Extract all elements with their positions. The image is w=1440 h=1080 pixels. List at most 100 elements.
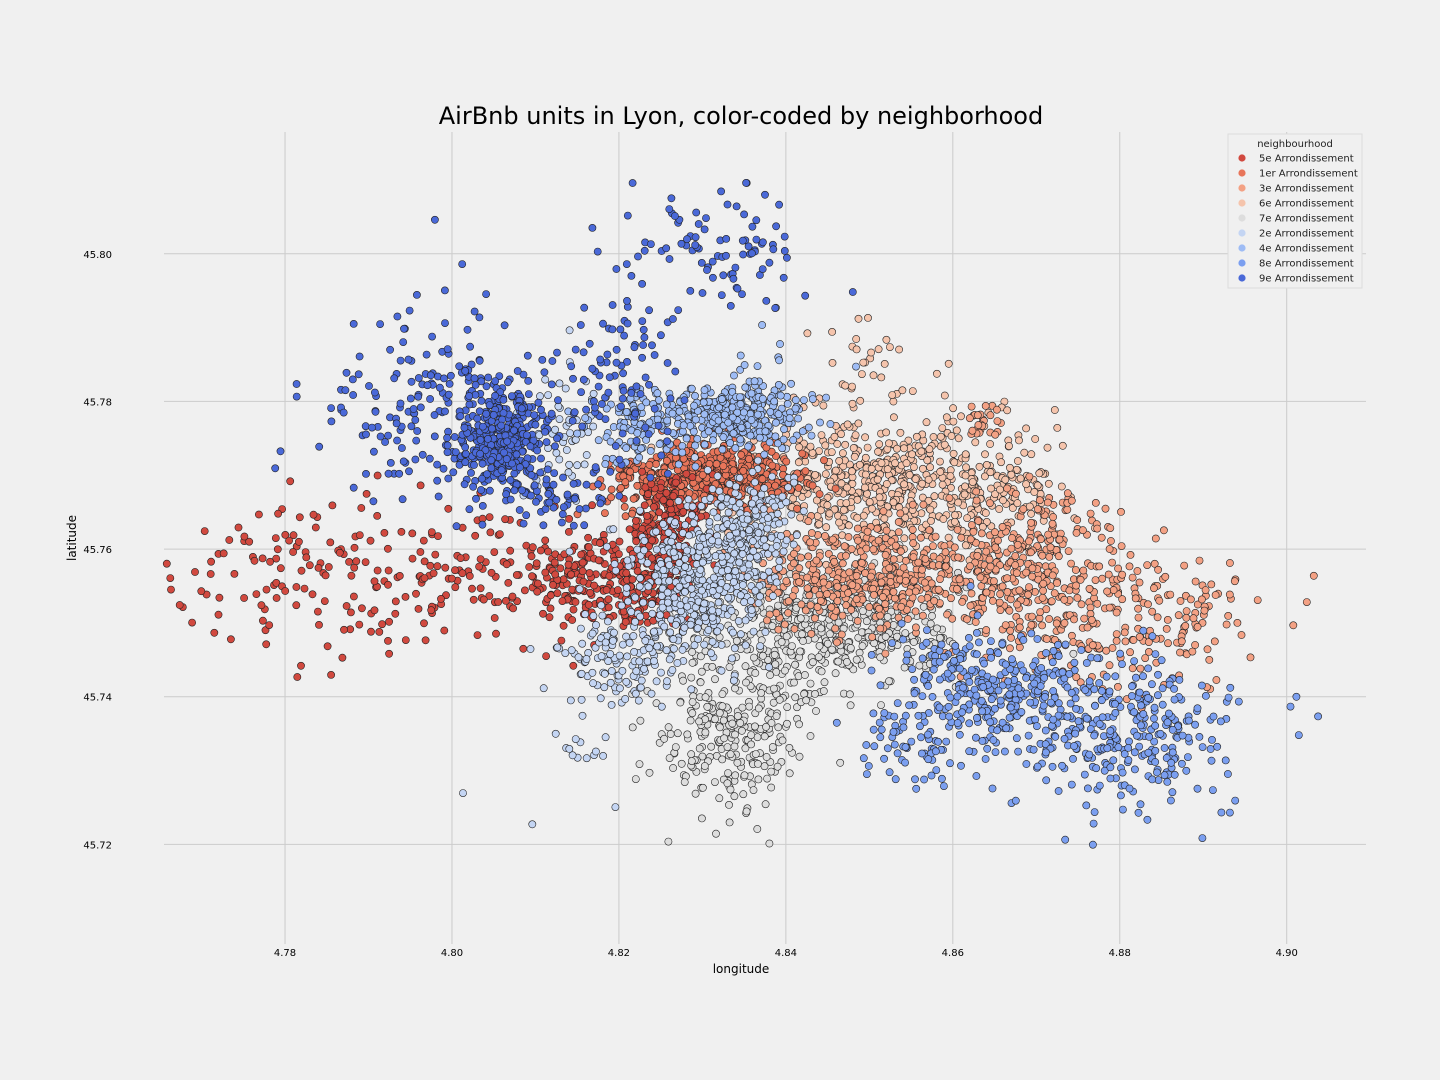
data-point [815,520,823,529]
data-point [830,557,839,566]
data-point [551,425,559,434]
data-point [644,582,653,591]
data-point [476,584,485,593]
data-point [990,577,998,586]
data-point [770,650,779,659]
data-point [902,556,910,565]
data-point [660,734,669,743]
data-point [691,441,699,450]
data-point [917,509,926,518]
data-point [714,537,723,546]
data-point [1038,551,1047,560]
data-point [1053,579,1061,587]
data-point [1011,552,1020,560]
data-point [953,525,962,534]
data-point [234,523,243,532]
data-point [705,518,714,526]
data-point [539,684,548,693]
data-point [861,433,869,442]
data-point [951,511,959,520]
data-point [609,525,618,534]
data-point [899,563,908,572]
data-point [831,484,840,493]
data-point [958,598,967,606]
data-point [1091,498,1100,507]
data-point [918,565,926,574]
data-point [965,414,974,423]
data-point [568,751,577,760]
data-point [812,556,821,565]
data-point [762,723,770,731]
data-point [1024,590,1032,599]
data-point [1044,479,1053,488]
data-point [936,634,944,642]
data-point [910,576,918,585]
data-point [822,523,831,532]
data-point [1103,587,1111,596]
data-point [707,649,715,658]
data-point [828,358,837,367]
data-point [712,829,720,838]
data-point [636,574,644,583]
data-point [838,559,847,568]
data-point [931,532,940,541]
data-point [419,536,428,545]
data-point [1112,630,1121,638]
data-point [803,329,812,338]
data-point [650,627,658,636]
data-point [603,542,611,551]
data-point [732,482,740,491]
data-point [731,489,740,497]
data-point [867,572,875,581]
data-point [1093,599,1102,608]
data-point [728,654,736,663]
data-point [850,452,859,461]
data-point [759,504,768,513]
data-point [501,515,509,524]
data-point [847,605,856,614]
data-point [669,635,678,644]
data-point [817,431,826,439]
data-point [747,731,755,739]
data-point [840,542,849,551]
data-point [798,630,806,639]
data-point [605,572,614,580]
data-point [383,544,392,553]
data-point [678,645,687,654]
data-point [681,588,689,596]
data-point [986,468,995,477]
data-point [737,423,746,432]
data-point [737,450,746,459]
data-point [795,720,803,729]
data-point [835,518,843,527]
data-point [790,678,798,687]
data-point [652,527,660,536]
data-point [844,533,853,541]
data-point [719,462,728,470]
data-point [996,606,1005,614]
data-point [1160,526,1168,535]
data-point [877,578,886,587]
data-point [1126,551,1135,559]
data-point [1087,616,1096,624]
data-point [662,488,671,497]
data-point [870,591,878,599]
data-point [881,551,890,559]
data-point [908,500,917,509]
data-point [803,584,812,593]
data-point [1176,648,1184,657]
data-point [942,413,951,422]
data-point [708,606,717,615]
data-point [782,457,791,466]
data-point [1050,406,1059,414]
data-point [745,526,754,535]
data-point [550,558,559,567]
data-point [1193,623,1202,631]
data-point [760,762,769,771]
data-point [690,641,699,650]
data-point [346,608,355,617]
data-point [541,375,550,384]
data-point [616,684,624,693]
data-point [645,768,654,777]
